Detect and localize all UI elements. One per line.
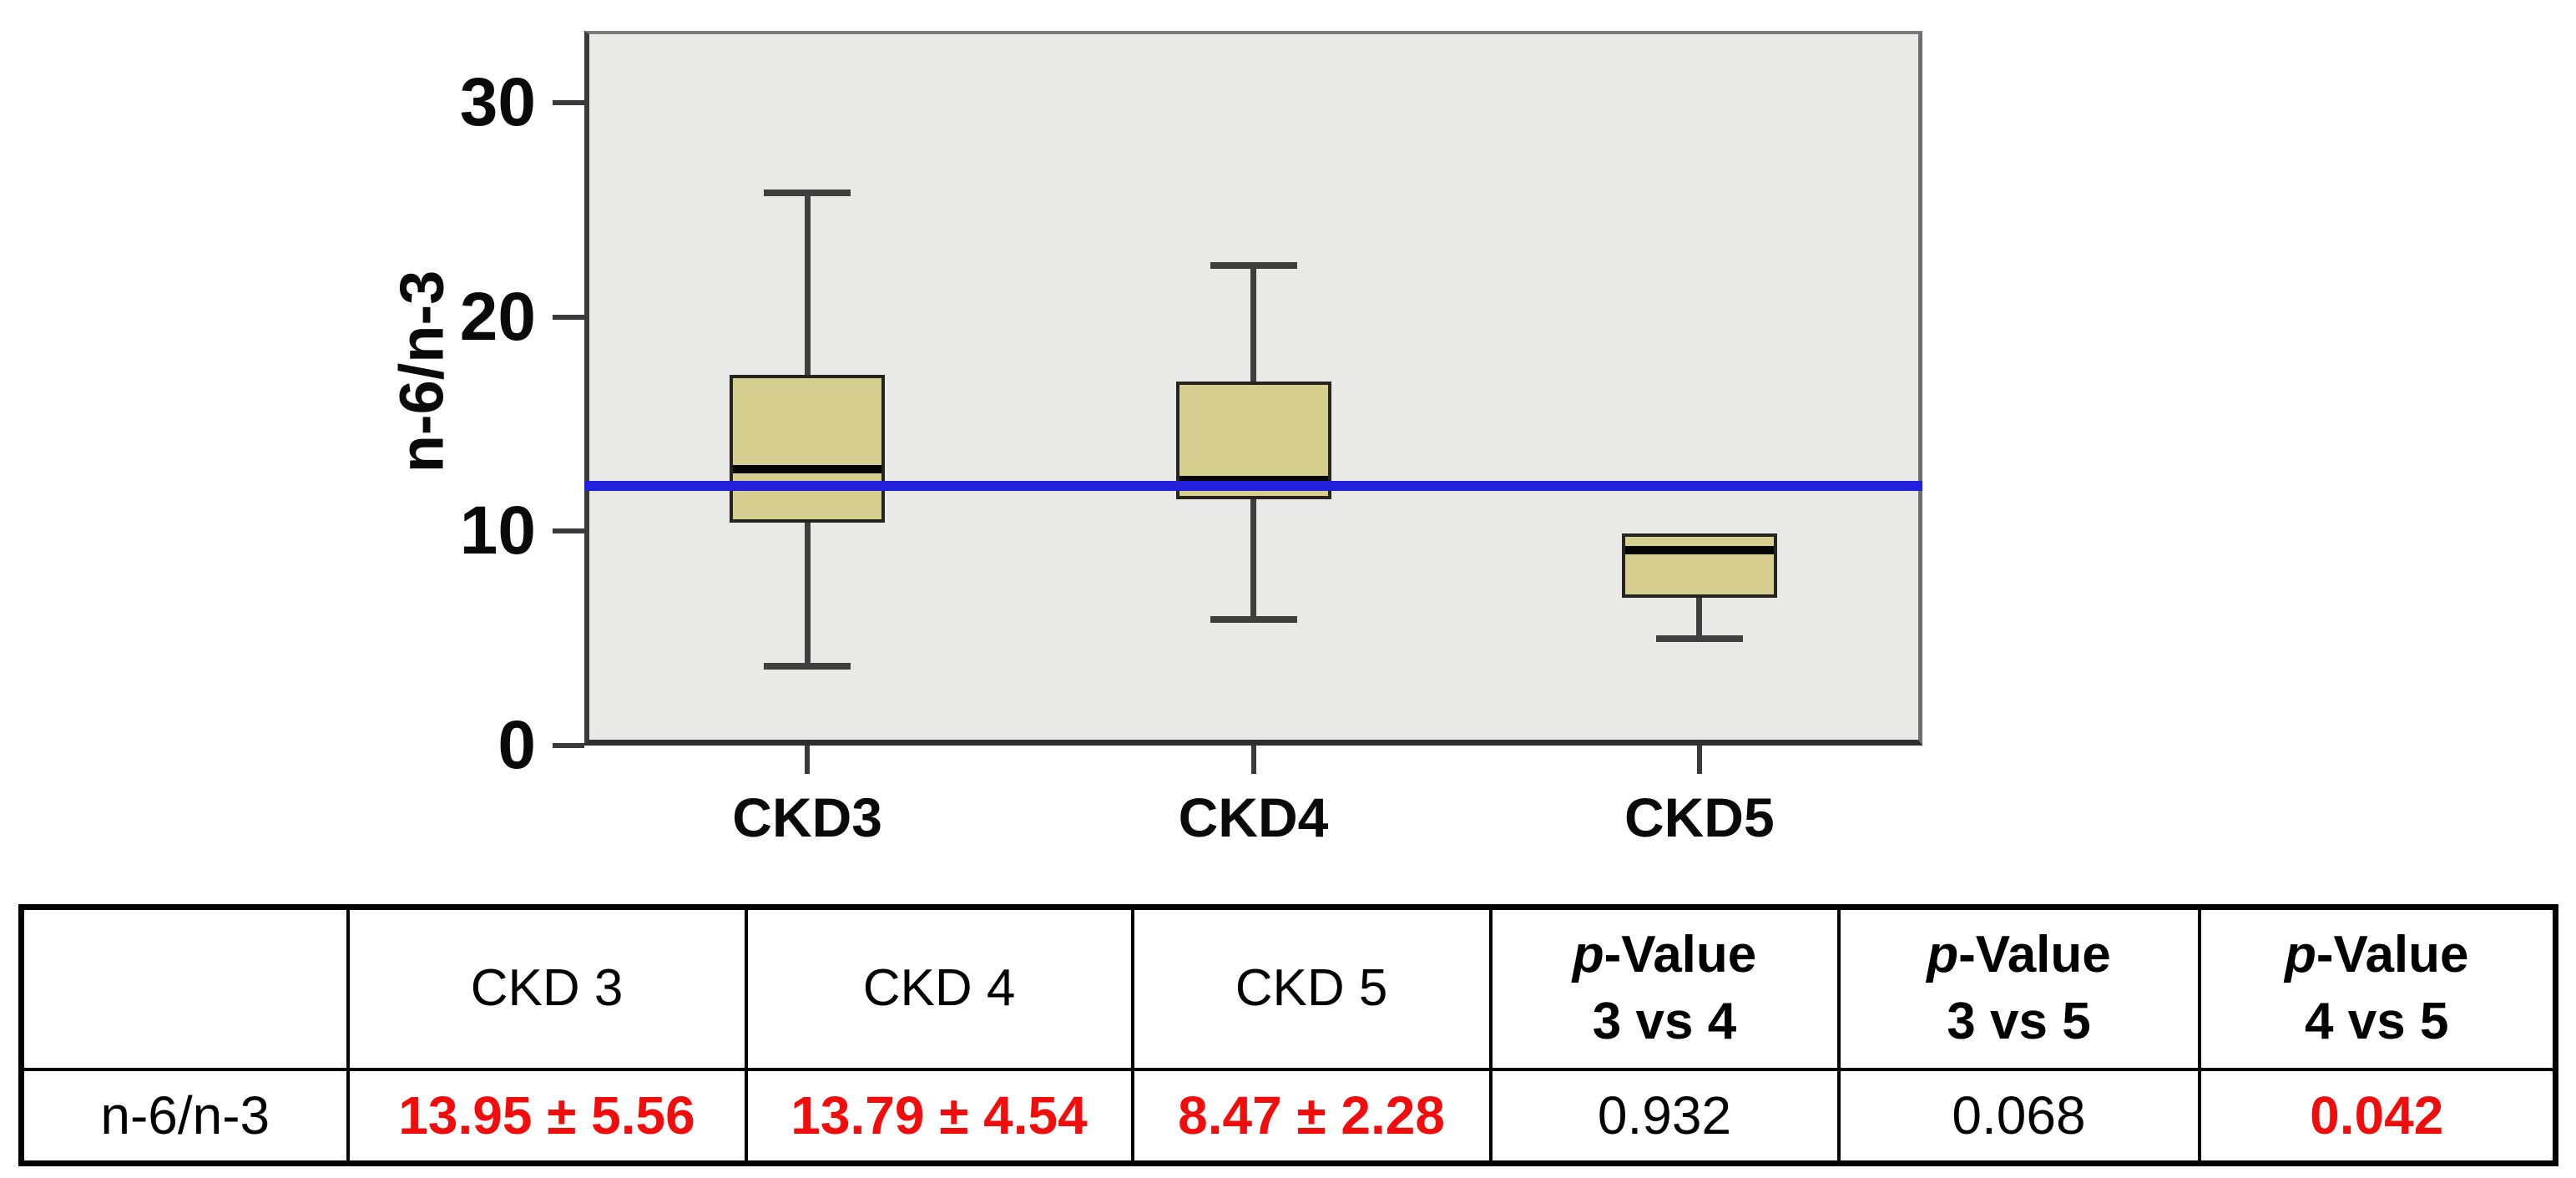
whisker-lower-stem	[1250, 498, 1256, 619]
y-axis-tick-label: 10	[459, 493, 536, 569]
x-axis-category-label: CKD5	[1624, 786, 1775, 848]
pvalue-line2: 3 vs 5	[1947, 993, 2091, 1051]
median-line	[1179, 475, 1328, 484]
whisker-lower-stem	[1696, 597, 1703, 639]
y-axis-tick-mark	[553, 314, 584, 320]
table-header-corner	[19, 905, 350, 1071]
p-symbol: p	[2284, 926, 2316, 984]
whisker-lower-cap	[1655, 635, 1743, 642]
stats-table: CKD 3 CKD 4 CKD 5 p-Value 3 vs 4 p-Value…	[18, 904, 2558, 1166]
whisker-lower-cap	[764, 663, 851, 670]
y-axis-tick-mark	[553, 99, 584, 105]
box	[1621, 533, 1777, 598]
table-header-pvalue-3vs4: p-Value 3 vs 4	[1488, 905, 1841, 1071]
x-axis-tick-mark	[1696, 746, 1702, 774]
box	[730, 374, 886, 523]
whisker-lower-stem	[804, 523, 811, 667]
whisker-lower-cap	[1210, 615, 1297, 623]
pvalue-4vs5-cell: 0.042	[2197, 1067, 2558, 1165]
mean-ckd4-cell: 13.79 ± 4.54	[744, 1067, 1134, 1165]
x-axis-category-label: CKD4	[1178, 786, 1329, 848]
pvalue-line1: p-Value	[2285, 926, 2469, 983]
table-header-ckd3: CKD 3	[346, 905, 748, 1071]
pvalue-line2: 4 vs 5	[2305, 993, 2449, 1051]
table-header-pvalue-4vs5: p-Value 4 vs 5	[2197, 905, 2558, 1071]
median-line	[1624, 546, 1774, 555]
row-label-cell: n-6/n-3	[19, 1067, 350, 1165]
median-line	[733, 464, 882, 473]
whisker-upper-stem	[804, 192, 811, 375]
y-axis-tick-label: 30	[459, 63, 536, 140]
whisker-upper-stem	[1250, 265, 1256, 382]
p-symbol: p	[1927, 926, 1959, 984]
table-header-ckd4: CKD 4	[744, 905, 1134, 1071]
table-header-ckd5: CKD 5	[1130, 905, 1493, 1071]
pvalue-line2: 3 vs 4	[1592, 993, 1737, 1051]
pvalue-rest: -Value	[1958, 926, 2111, 984]
mean-ckd3-cell: 13.95 ± 5.56	[346, 1067, 748, 1165]
y-axis-tick-mark	[553, 528, 584, 534]
y-axis-tick-mark	[553, 743, 584, 748]
x-axis-category-label: CKD3	[732, 786, 882, 848]
pvalue-3vs4-cell: 0.932	[1488, 1067, 1841, 1165]
pvalue-rest: -Value	[2316, 926, 2469, 984]
pvalue-line1: p-Value	[1927, 926, 2111, 983]
pvalue-rest: -Value	[1604, 926, 1757, 984]
whisker-upper-cap	[764, 189, 851, 196]
table-header-pvalue-3vs5: p-Value 3 vs 5	[1836, 905, 2201, 1071]
table-header-row: CKD 3 CKD 4 CKD 5 p-Value 3 vs 4 p-Value…	[19, 905, 2558, 1071]
boxplot-chart: n-6/n-3 0 10 20 30 CKD3 CKD4 CKD5	[387, 31, 1922, 848]
mean-ckd5-cell: 8.47 ± 2.28	[1130, 1067, 1493, 1165]
pvalue-3vs5-cell: 0.068	[1836, 1067, 2201, 1165]
x-axis-tick-mark	[1250, 746, 1256, 774]
p-symbol: p	[1572, 926, 1604, 984]
whisker-upper-cap	[1210, 262, 1297, 270]
reference-line	[584, 481, 1922, 492]
y-axis-tick-label: 0	[498, 707, 536, 783]
pvalue-line1: p-Value	[1573, 926, 1757, 983]
table-data-row: n-6/n-3 13.95 ± 5.56 13.79 ± 4.54 8.47 ±…	[19, 1067, 2558, 1165]
x-axis-tick-mark	[805, 746, 811, 774]
y-axis-tick-label: 20	[459, 278, 536, 355]
